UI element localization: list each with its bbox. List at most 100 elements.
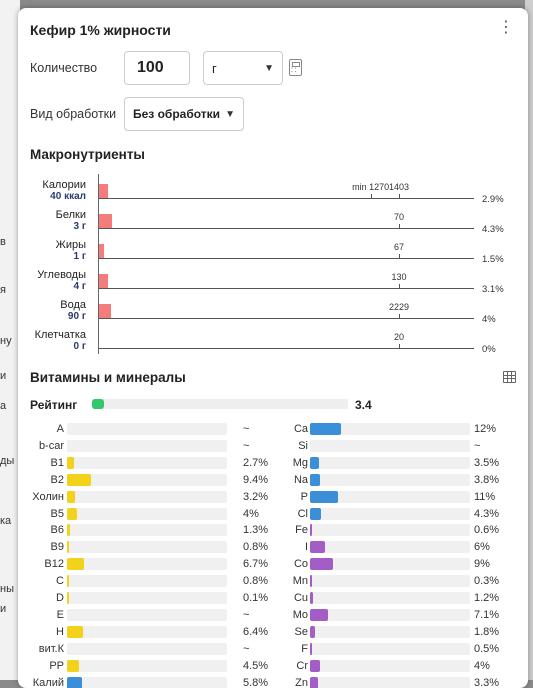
vitamin-name: P <box>274 491 308 503</box>
macro-amount: 40 ккал <box>18 191 86 202</box>
macro-name: Углеводы <box>18 270 86 281</box>
processing-select[interactable]: Без обработки ▼ <box>124 97 244 131</box>
background-text-fragment: я <box>0 284 6 296</box>
vitamin-fill <box>310 541 325 553</box>
vitamin-percent: 12% <box>474 423 496 435</box>
macro-line <box>99 318 474 319</box>
vitamin-fill <box>310 592 313 604</box>
vitamin-row: Co 9% <box>18 556 528 572</box>
vitamin-name: Zn <box>274 677 308 688</box>
vitamin-track <box>310 457 470 469</box>
vitamin-name: Cr <box>274 660 308 672</box>
vitamin-percent: 4.3% <box>474 508 499 520</box>
vitamin-fill <box>310 643 312 655</box>
macro-amount: 4 г <box>18 281 86 292</box>
vitamin-percent: 9% <box>474 558 490 570</box>
vitamin-percent: 4% <box>474 660 490 672</box>
product-title: Кефир 1% жирности <box>30 22 171 38</box>
vitamin-fill <box>310 626 315 638</box>
macro-line <box>99 228 474 229</box>
macro-line <box>99 348 474 349</box>
vitamin-fill <box>310 491 338 503</box>
vitamin-row: Fe 0.6% <box>18 522 528 538</box>
vitamin-fill <box>310 575 312 587</box>
vitamin-fill <box>310 423 341 435</box>
macro-bar <box>99 304 111 318</box>
table-view-icon[interactable] <box>503 371 516 383</box>
macro-amount: 90 г <box>18 311 86 322</box>
vitamin-track <box>310 609 470 621</box>
vitamin-track <box>310 660 470 672</box>
quantity-input[interactable] <box>124 51 190 85</box>
rating-bar <box>92 399 348 409</box>
vitamin-percent: 1.2% <box>474 592 499 604</box>
vitamin-percent: 3.5% <box>474 457 499 469</box>
vitamin-row: Mo 7.1% <box>18 607 528 623</box>
macro-target-value: 130 <box>391 273 406 282</box>
background-text-fragment: и <box>0 603 6 615</box>
vitamin-percent: 11% <box>474 491 495 503</box>
macro-percent: 0% <box>482 344 496 355</box>
vitamin-name: Se <box>274 626 308 638</box>
macro-min-tick <box>371 194 372 199</box>
vitamin-percent: 0.6% <box>474 524 499 536</box>
vitamin-row: Cl 4.3% <box>18 506 528 522</box>
vitamin-row: Cr 4% <box>18 658 528 674</box>
background-text-fragment: ны <box>0 583 14 595</box>
chevron-down-icon: ▼ <box>264 63 274 74</box>
macro-amount: 1 г <box>18 251 86 262</box>
chevron-down-icon: ▼ <box>225 109 235 120</box>
vitamin-track <box>310 440 470 452</box>
macro-target-tick <box>399 194 400 199</box>
rating-label: Рейтинг <box>30 398 77 412</box>
vitamin-fill <box>310 474 320 486</box>
macro-target-tick <box>399 254 400 259</box>
vitamin-name: Fe <box>274 524 308 536</box>
vitamin-track <box>310 558 470 570</box>
vitamin-fill <box>310 660 320 672</box>
calculator-icon[interactable] <box>289 59 302 76</box>
vitamin-fill <box>310 524 312 536</box>
vitamin-track <box>310 541 470 553</box>
macro-target-value: 70 <box>394 213 404 222</box>
background-text-fragment: ды <box>0 455 14 467</box>
vitamin-name: Cl <box>274 508 308 520</box>
vitamin-track <box>310 508 470 520</box>
vitamin-percent: 7.1% <box>474 609 499 621</box>
more-menu-icon[interactable]: ⋮ <box>498 18 514 38</box>
vitamin-percent: 3.8% <box>474 474 499 486</box>
vitamin-track <box>310 524 470 536</box>
macro-line <box>99 258 474 259</box>
vitamin-track <box>310 491 470 503</box>
vitamin-track <box>310 677 470 688</box>
vitamin-percent: ~ <box>474 440 480 452</box>
background-text-fragment: ка <box>0 515 11 527</box>
unit-select[interactable]: г ▼ <box>203 51 283 85</box>
processing-label: Вид обработки <box>30 107 116 121</box>
macro-bar <box>99 244 104 258</box>
macro-name: Белки <box>18 210 86 221</box>
vitamin-row: P 11% <box>18 489 528 505</box>
vitamin-name: Co <box>274 558 308 570</box>
processing-select-value: Без обработки <box>133 107 220 121</box>
macro-target-tick <box>399 314 400 319</box>
vitamin-track <box>310 474 470 486</box>
macro-target-value: 20 <box>394 333 404 342</box>
vitamin-name: Mo <box>274 609 308 621</box>
vitamin-track <box>310 626 470 638</box>
background-text-fragment: ну <box>0 335 12 347</box>
macro-target-value: 2229 <box>389 303 409 312</box>
macro-target-tick <box>399 224 400 229</box>
vitamin-name: I <box>274 541 308 553</box>
vitamin-fill <box>310 609 328 621</box>
vitamin-percent: 0.5% <box>474 643 499 655</box>
